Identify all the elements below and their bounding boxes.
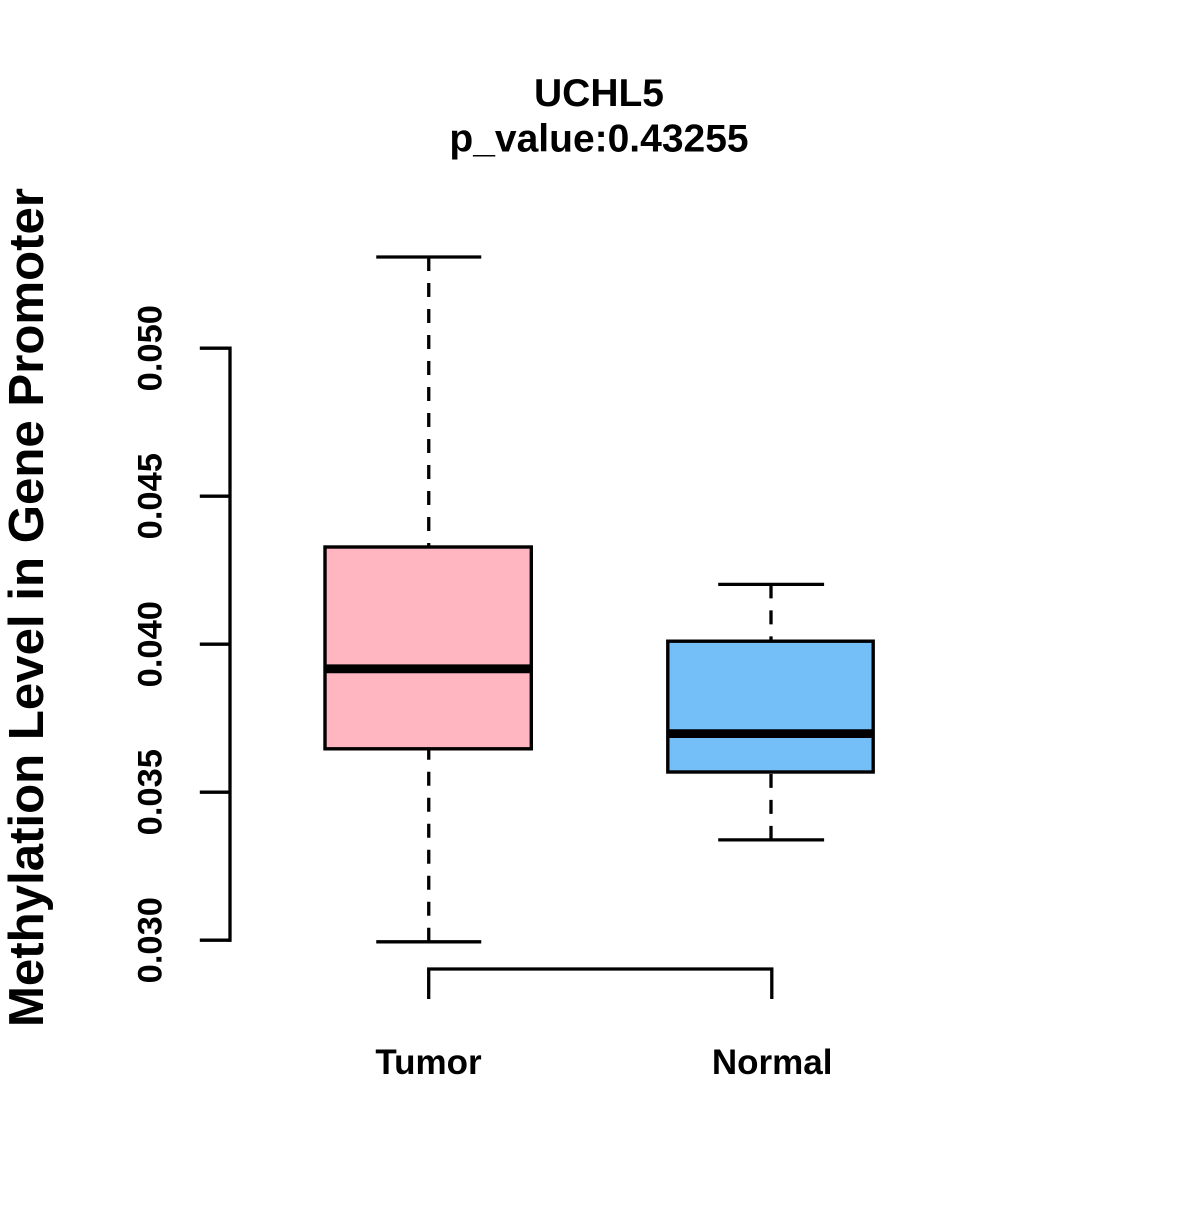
svg-text:UCHL5: UCHL5 [534, 72, 664, 115]
svg-text:0.050: 0.050 [132, 305, 170, 391]
svg-text:p_value:0.43255: p_value:0.43255 [449, 118, 748, 161]
svg-text:Methylation Level in Gene Prom: Methylation Level in Gene Promoter [0, 188, 54, 1027]
svg-text:Tumor: Tumor [375, 1043, 482, 1082]
svg-text:0.030: 0.030 [132, 897, 170, 983]
svg-text:0.035: 0.035 [132, 749, 170, 835]
svg-text:0.045: 0.045 [132, 453, 170, 539]
svg-text:0.040: 0.040 [132, 601, 170, 687]
svg-text:Normal: Normal [712, 1043, 833, 1082]
